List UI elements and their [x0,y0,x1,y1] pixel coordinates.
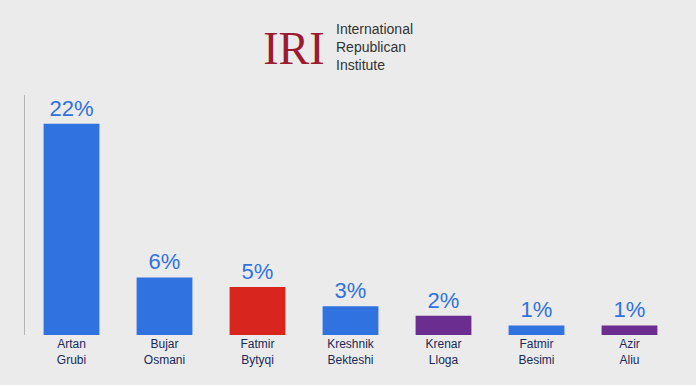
svg-text:1%: 1% [614,297,646,322]
svg-text:AzirAliu: AzirAliu [619,337,640,367]
svg-text:KrenarLloga: KrenarLloga [425,337,461,367]
svg-text:FatmirBytyqi: FatmirBytyqi [241,337,275,367]
svg-text:22%: 22% [49,96,93,121]
svg-text:IRI: IRI [263,23,324,74]
svg-text:1%: 1% [521,297,553,322]
svg-text:6%: 6% [149,249,181,274]
svg-text:5%: 5% [242,259,274,284]
svg-text:3%: 3% [335,278,367,303]
svg-text:KreshnikBekteshi: KreshnikBekteshi [327,337,375,367]
svg-text:BujarOsmani: BujarOsmani [144,337,185,367]
svg-text:ArtanGrubi: ArtanGrubi [57,337,86,367]
svg-text:FatmirBesimi: FatmirBesimi [518,337,554,367]
svg-text:InternationalRepublicanInstitu: InternationalRepublicanInstitute [336,21,413,73]
svg-text:2%: 2% [428,288,460,313]
